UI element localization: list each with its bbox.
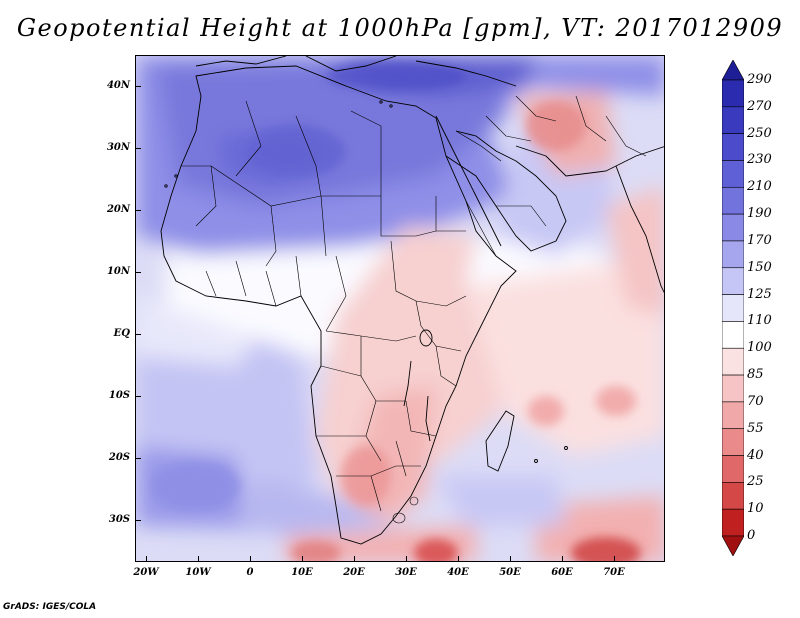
- colorbar-swatch: [722, 374, 744, 403]
- colorbar-swatch: [722, 106, 744, 134]
- lon-tick: [406, 556, 407, 562]
- country-borders: [181, 95, 647, 524]
- colorbar-label: 110: [747, 313, 772, 329]
- colorbar-swatch: [722, 213, 744, 242]
- lat-label-30n: 30N: [106, 142, 130, 153]
- colorbar-swatch: [722, 79, 744, 108]
- colorbar-swatch: [722, 508, 744, 537]
- lon-label-40e: 40E: [447, 567, 469, 578]
- lon-label-0: 0: [246, 567, 254, 578]
- lon-label-30e: 30E: [395, 567, 417, 578]
- lon-label-10e: 10E: [291, 567, 313, 578]
- colorbar-label: 190: [747, 206, 772, 222]
- colorbar-label: 210: [747, 179, 772, 195]
- colorbar: [722, 60, 744, 556]
- colorbar-label: 170: [747, 232, 772, 248]
- lon-tick: [458, 556, 459, 562]
- colorbar-swatch: [722, 186, 744, 215]
- geopotential-map: [136, 56, 664, 561]
- lon-tick: [198, 556, 199, 562]
- colorbar-label: 25: [747, 474, 764, 490]
- lat-tick: [135, 148, 141, 149]
- lon-label-10w: 10W: [185, 567, 211, 578]
- coastlines: [160, 56, 664, 545]
- colorbar-label: 125: [747, 286, 772, 302]
- colorbar-swatch: [722, 455, 744, 483]
- colorbar-swatch: [722, 482, 744, 510]
- lon-tick: [614, 556, 615, 562]
- lat-tick: [135, 458, 141, 459]
- colorbar-label: 230: [747, 152, 772, 168]
- lat-tick: [135, 520, 141, 521]
- lon-label-20e: 20E: [343, 567, 365, 578]
- lat-tick: [135, 86, 141, 87]
- lon-tick: [146, 556, 147, 562]
- lon-tick: [250, 556, 251, 562]
- colorbar-label: 100: [747, 340, 772, 356]
- colorbar-swatch: [722, 294, 744, 322]
- lat-tick: [135, 272, 141, 273]
- colorbar-label: 250: [747, 125, 772, 141]
- colorbar-swatch: [722, 401, 744, 430]
- lat-tick: [135, 210, 141, 211]
- lat-label-20n: 20N: [106, 204, 130, 215]
- colorbar-swatch: [722, 347, 744, 376]
- colorbar-label: 0: [747, 528, 756, 543]
- lat-label-eq: EQ: [113, 328, 130, 339]
- colorbar-swatch: [722, 133, 744, 161]
- colorbar-label: 70: [747, 393, 764, 409]
- lat-label-40n: 40N: [106, 80, 130, 91]
- lat-tick: [135, 334, 141, 335]
- lon-tick: [510, 556, 511, 562]
- lon-tick: [562, 556, 563, 562]
- lon-tick: [354, 556, 355, 562]
- colorbar-swatch: [722, 535, 744, 556]
- colorbar-label: 10: [747, 501, 764, 517]
- lat-tick: [135, 396, 141, 397]
- lat-label-20s: 20S: [108, 452, 130, 463]
- colorbar-swatch: [722, 321, 744, 349]
- colorbar-swatch: [722, 267, 744, 295]
- lon-label-70e: 70E: [603, 567, 625, 578]
- colorbar-label: 55: [747, 420, 764, 436]
- lat-label-30s: 30S: [108, 514, 130, 525]
- colorbar-swatch: [722, 60, 744, 81]
- map-plot-area: [135, 55, 665, 562]
- lon-label-50e: 50E: [499, 567, 521, 578]
- colorbar-swatch: [722, 240, 744, 269]
- lat-label-10s: 10S: [108, 390, 130, 401]
- field-extremes: [151, 61, 641, 561]
- colorbar-swatches: [722, 60, 744, 556]
- colorbar-label: 290: [747, 72, 772, 87]
- lon-label-20w: 20W: [133, 567, 159, 578]
- lat-label-10n: 10N: [106, 266, 130, 277]
- colorbar-label: 85: [747, 367, 764, 383]
- colorbar-label: 40: [747, 447, 764, 463]
- lon-label-60e: 60E: [551, 567, 573, 578]
- colorbar-label: 270: [747, 98, 772, 114]
- colorbar-label: 150: [747, 259, 772, 275]
- colorbar-swatch: [722, 428, 744, 456]
- grads-credit: GrADS: IGES/COLA: [3, 602, 97, 612]
- lon-tick: [302, 556, 303, 562]
- chart-title: Geopotential Height at 1000hPa [gpm], VT…: [16, 14, 784, 42]
- colorbar-swatch: [722, 160, 744, 188]
